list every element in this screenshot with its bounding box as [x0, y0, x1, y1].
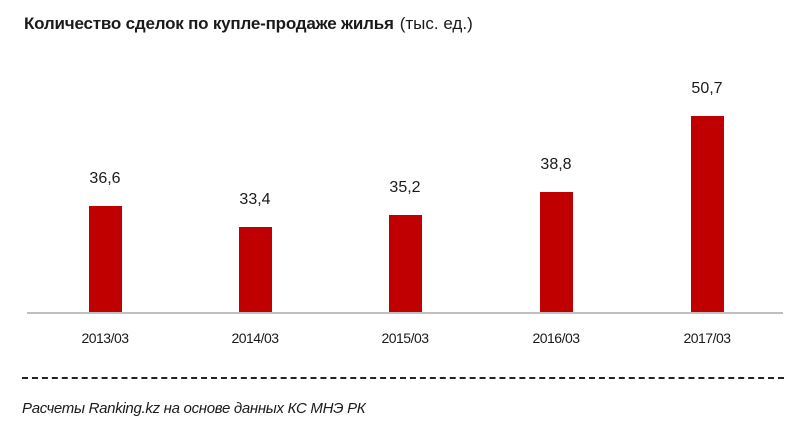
bar-2015/03 [389, 215, 422, 312]
x-axis-line [27, 312, 783, 314]
bar-2017/03 [691, 116, 724, 312]
chart-title: Количество сделок по купле-продаже жилья… [24, 14, 473, 34]
x-tick-label: 2017/03 [683, 330, 731, 346]
data-label: 38,8 [540, 156, 572, 173]
bar-2013/03 [89, 206, 122, 312]
bar-2014/03 [239, 227, 272, 312]
plot-area: 36,6 2013/03 33,4 2014/03 35,2 2015/03 38,8 201… [27, 80, 783, 346]
chart-title-main: Количество сделок по купле-продаже жилья [24, 14, 394, 33]
dashed-divider [22, 377, 784, 379]
chart-title-unit: (тыс. ед.) [399, 14, 473, 33]
data-label: 33,4 [239, 191, 271, 208]
data-label: 36,6 [89, 170, 121, 187]
x-tick-label: 2015/03 [381, 330, 429, 346]
source-note: Расчеты Ranking.kz на основе данных КС М… [22, 400, 366, 417]
bar-2016/03 [540, 192, 573, 312]
x-tick-label: 2014/03 [231, 330, 279, 346]
data-label: 50,7 [691, 80, 723, 97]
data-label: 35,2 [389, 179, 421, 196]
x-tick-label: 2016/03 [532, 330, 580, 346]
x-tick-label: 2013/03 [81, 330, 129, 346]
